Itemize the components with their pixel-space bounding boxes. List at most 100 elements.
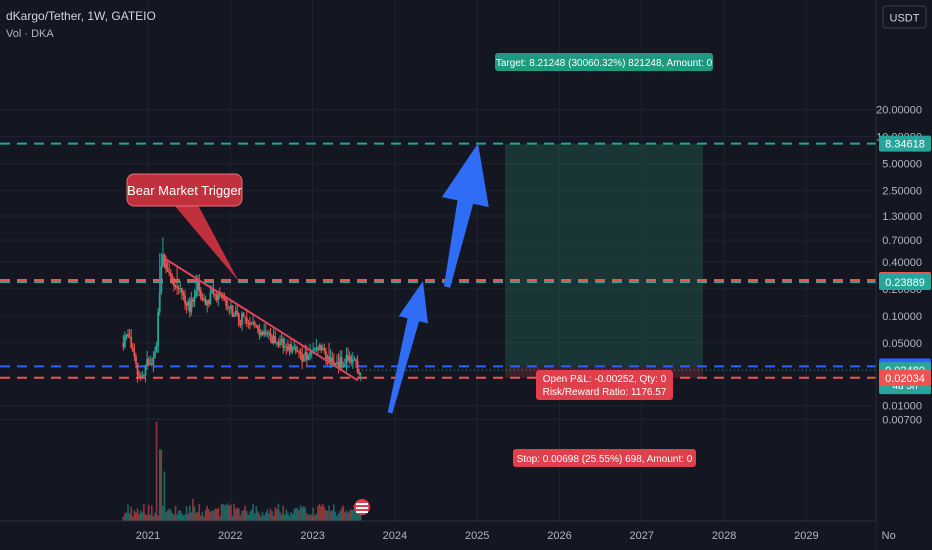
candle-body [324, 350, 327, 359]
candle-body [241, 313, 243, 326]
candle-body [247, 321, 250, 324]
volume-bar [287, 512, 289, 521]
volume-bar [326, 510, 329, 521]
candle-body [139, 376, 142, 378]
target-zone [505, 143, 703, 367]
candle-body [326, 356, 329, 359]
candle-body [313, 348, 316, 350]
symbol-title[interactable]: dKargo/Tether, 1W, GATEIO [6, 9, 156, 23]
candle-body [320, 345, 323, 351]
candle-body [125, 334, 128, 337]
volume-bar [333, 504, 335, 521]
volume-bar [174, 505, 177, 521]
candle-body [250, 322, 253, 324]
price-badge [879, 135, 931, 152]
volume-bar [280, 514, 283, 521]
target-label-box [495, 53, 713, 71]
volume-bar [233, 503, 235, 521]
candles [122, 237, 362, 383]
callout-box [126, 173, 243, 207]
volume-bar [215, 509, 218, 521]
volume-bar [162, 505, 164, 521]
volume-bar [204, 509, 207, 521]
price-badge-countdown: 4d 5h [892, 381, 917, 392]
y-tick-label: 2.50000 [882, 186, 922, 198]
volume-bar [188, 505, 191, 521]
candle-body [287, 347, 289, 351]
volume-bar [306, 513, 308, 521]
candle-body [214, 293, 217, 295]
breakout-arrow-large[interactable] [441, 143, 489, 288]
bear-trend-line[interactable] [162, 256, 359, 382]
candle-body [268, 332, 270, 334]
candle-body [236, 310, 239, 314]
stop-label-text: Stop: 0.00698 (25.55%) 698, Amount: 0 [517, 454, 693, 465]
callout-text: Bear Market Trigger [127, 183, 243, 198]
target-label-text: Target: 8.21248 (30060.32%) 821248, Amou… [496, 58, 713, 69]
x-tick-label: 2021 [136, 530, 160, 542]
volume-bar [141, 512, 144, 521]
price-badge-text: 0.23889 [885, 277, 925, 289]
volume-bar [331, 510, 334, 521]
candle-body [209, 292, 212, 305]
candle-body [296, 351, 299, 353]
candle-body [266, 333, 269, 335]
pnl-label[interactable]: Open P&L: -0.00252, Qty: 0 Risk/Reward R… [536, 370, 673, 400]
candle-body [293, 347, 296, 349]
candle-body [207, 300, 210, 305]
volume-bar [277, 503, 280, 521]
candle-body [260, 332, 262, 336]
y-tick-label: 0.40000 [882, 257, 922, 269]
candle-body [199, 290, 202, 298]
candle-body [193, 296, 196, 302]
currency-button[interactable]: USDT [882, 5, 927, 29]
candle-body [328, 356, 330, 363]
volume-bar [132, 516, 134, 521]
candle-body [237, 313, 240, 325]
volume-bar [146, 515, 148, 521]
stop-label[interactable]: Stop: 0.00698 (25.55%) 698, Amount: 0 [513, 449, 696, 467]
bear-market-callout[interactable]: Bear Market Trigger [126, 173, 243, 281]
volume-bar [255, 506, 258, 521]
volume-bar [304, 507, 307, 521]
candle-body [312, 349, 315, 351]
candle-body [348, 356, 351, 361]
candle-body [291, 348, 294, 352]
volume-bar [245, 511, 248, 521]
event-flag[interactable] [354, 499, 370, 515]
x-tick-label: No [882, 530, 896, 542]
volume-bar [347, 512, 349, 521]
volume-title[interactable]: Vol · DKA [6, 28, 54, 40]
target-label[interactable]: Target: 8.21248 (30060.32%) 821248, Amou… [495, 53, 713, 71]
candle-body [179, 288, 182, 290]
candle-body [239, 324, 242, 326]
volume-bar [296, 508, 299, 521]
volume-bar [206, 505, 208, 521]
volume-bar [258, 513, 261, 521]
volume-bar [222, 503, 224, 521]
volume-bar [271, 511, 273, 521]
volume-bar [348, 510, 351, 521]
volume-bar [358, 509, 360, 521]
candle-body [271, 336, 273, 344]
candle-body [168, 271, 171, 274]
candle-body [347, 355, 349, 361]
volume-bar [211, 510, 213, 521]
time-axis[interactable] [0, 521, 876, 550]
candle-body [331, 357, 334, 362]
candle-body [206, 300, 209, 306]
volume-bar [182, 515, 185, 521]
candle-body [342, 365, 345, 367]
candle-body [264, 331, 267, 335]
currency-button-label: USDT [890, 13, 920, 25]
volume-bar [264, 512, 267, 521]
volume-bar [184, 514, 186, 521]
candle-body [138, 375, 141, 377]
price-badge [879, 369, 931, 386]
breakout-arrow-small[interactable] [387, 281, 428, 414]
x-tick-label: 2029 [794, 530, 818, 542]
candle-body [185, 303, 188, 306]
candle-body [157, 311, 160, 346]
volume-bar [241, 511, 243, 521]
